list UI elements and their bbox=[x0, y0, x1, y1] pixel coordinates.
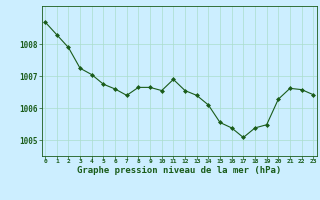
X-axis label: Graphe pression niveau de la mer (hPa): Graphe pression niveau de la mer (hPa) bbox=[77, 166, 281, 175]
